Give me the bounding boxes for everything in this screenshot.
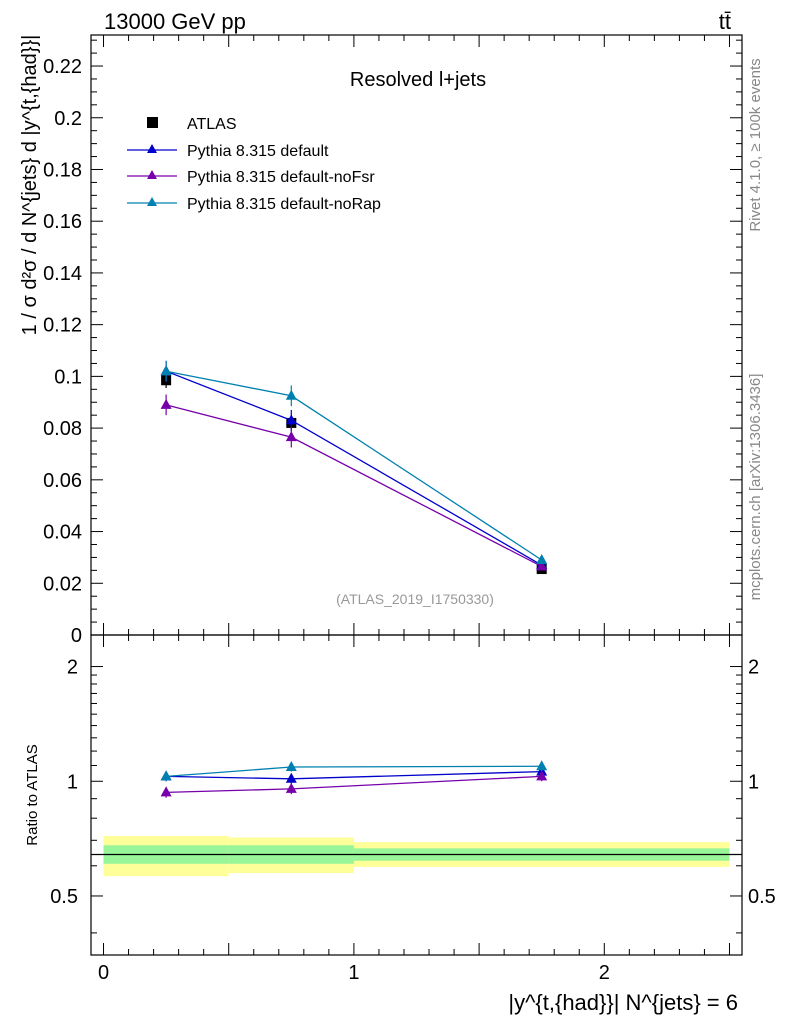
main-y-tick-label: 0.14 (43, 263, 82, 285)
ratio-line-pythia-8-315-default-nofsr (166, 775, 542, 794)
ratio-y-tick-label: 0.5 (50, 886, 78, 908)
main-y-axis: 0 0.02 0.04 0.06 0.08 0.1 0.12 0.14 0.16 0.18 0.2 0… (43, 35, 742, 647)
data-point-pythia-8-315-default-norap (536, 554, 548, 564)
legend-norap-marker (147, 197, 157, 206)
analysis-id-label: (ATLAS_2019_I1750330) (336, 591, 494, 607)
legend-default-label: Pythia 8.315 default (187, 143, 329, 160)
x-tick-label: 2 (599, 962, 610, 984)
main-y-tick-label: 0.2 (54, 108, 82, 130)
series-line-pythia-8-315-default (165, 370, 543, 566)
x-tick-label: 1 (348, 962, 359, 984)
ratio-point-pythia-8-315-default-nofsr (160, 786, 172, 797)
legend-nofsr-marker (147, 170, 157, 179)
data-point-pythia-8-315-default (285, 414, 297, 425)
main-y-tick-label: 0.08 (43, 418, 82, 440)
ratio-series-group (160, 760, 548, 798)
main-y-tick-label: 0.06 (43, 470, 82, 492)
data-point-pythia-8-315-default-nofsr (160, 398, 172, 409)
ratio-point-pythia-8-315-default-norap (160, 770, 172, 781)
data-point-pythia-8-315-default-norap (160, 365, 172, 376)
main-y-tick-label: 0.22 (43, 56, 82, 78)
main-y-tick-label: 0.02 (43, 573, 82, 595)
data-point-pythia-8-315-default-norap (285, 389, 297, 400)
series-line-pythia-8-315-default-norap (165, 370, 543, 561)
ratio-point-pythia-8-315-default-norap (536, 760, 548, 771)
ratio-point-pythia-8-315-default-nofsr (285, 782, 297, 793)
data-point-pythia-8-315-default-nofsr (285, 431, 297, 442)
energy-label: 13000 GeV pp (104, 9, 246, 34)
ratio-point-pythia-8-315-default-norap (285, 760, 297, 771)
data-point-pythia-8-315-default-nofsr (536, 560, 548, 571)
ratio-y-tick-label-right: 0.5 (748, 886, 776, 908)
ratio-y-tick-label-right: 1 (748, 771, 759, 793)
ratio-line-pythia-8-315-default-norap (166, 765, 542, 778)
legend-atlas-label: ATLAS (187, 116, 237, 133)
legend-norap-label: Pythia 8.315 default-noRap (187, 196, 381, 213)
x-axis: 0 1 2 (98, 635, 730, 984)
plot-title: Resolved l+jets (350, 69, 486, 91)
x-axis-title: |y^{t,{had}}| N^{jets} = 6 (508, 990, 738, 1015)
ratio-error-bands (91, 835, 742, 877)
main-y-axis-title: 1 / σ d²σ / d N^{jets} d |y^{t,{had}}| (19, 35, 41, 336)
main-y-tick-label: 0.16 (43, 211, 82, 233)
ratio-point-pythia-8-315-default-nofsr (536, 770, 548, 781)
series-line-pythia-8-315-default-nofsr (165, 404, 542, 568)
x-tick-label: 0 (98, 962, 109, 984)
main-y-tick-label: 0.1 (54, 366, 82, 388)
ratio-y-tick-label: 1 (67, 771, 78, 793)
ratio-plot-area (90, 634, 743, 956)
main-y-tick-label: 0 (71, 625, 82, 647)
ratio-y-axis-title: Ratio to ATLAS (24, 744, 41, 845)
main-y-tick-label: 0.04 (43, 522, 82, 544)
ratio-y-tick-label: 2 (67, 657, 78, 679)
main-y-tick-label: 0.18 (43, 159, 82, 181)
main-y-tick-label: 0.12 (43, 315, 82, 337)
ratio-point-pythia-8-315-default (285, 772, 297, 783)
mcplots-label: mcplots.cern.ch [arXiv:1306.3436] (747, 374, 764, 601)
legend-default-marker (147, 144, 157, 153)
main-series-group (160, 360, 548, 575)
process-label: tt̄ (719, 9, 731, 34)
ratio-y-axis: 0.5 0.5 1 1 2 2 (50, 657, 776, 934)
legend: ATLAS Pythia 8.315 default Pythia 8.315 … (127, 116, 381, 213)
ratio-y-tick-label-right: 2 (748, 657, 759, 679)
rivet-version-label: Rivet 4.1.0, ≥ 100k events (747, 58, 764, 231)
ratio-frame (90, 634, 743, 956)
legend-atlas-marker (147, 117, 158, 128)
legend-nofsr-label: Pythia 8.315 default-noFsr (187, 169, 375, 186)
